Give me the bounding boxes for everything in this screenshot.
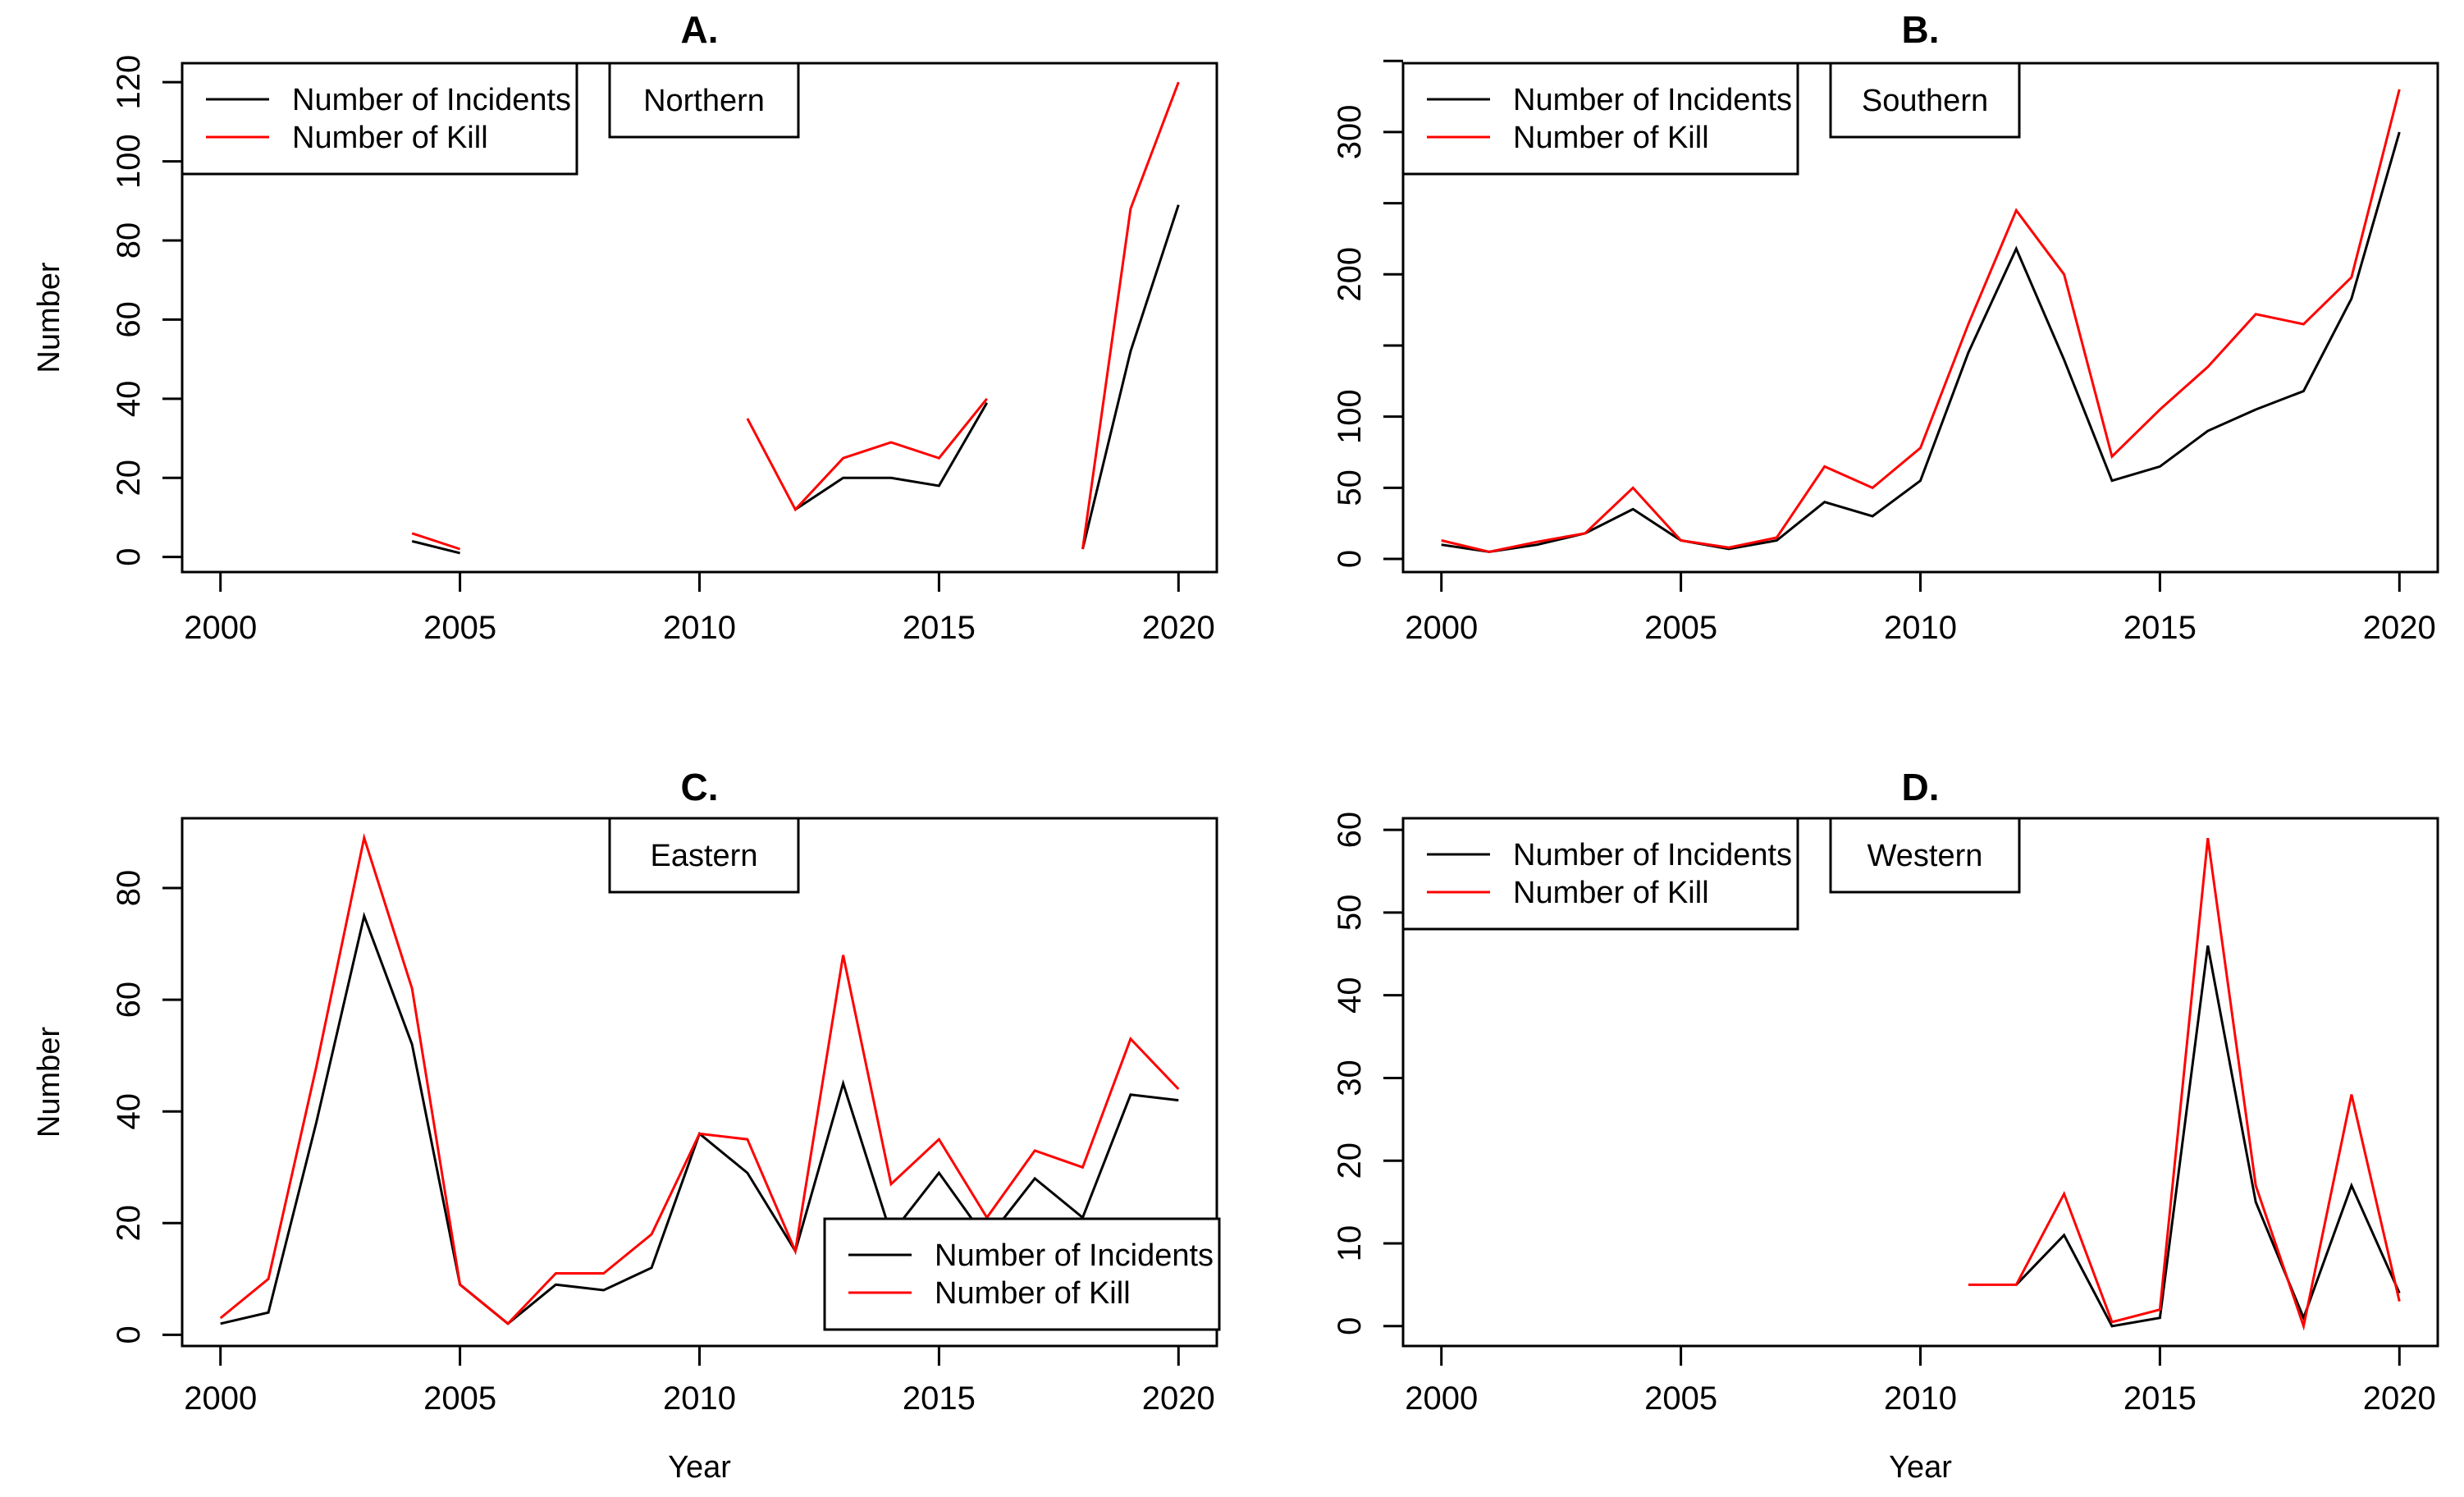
panel-title: B.: [1902, 8, 1940, 51]
x-tick-label: 2005: [1644, 1380, 1717, 1417]
y-tick-label: 20: [1332, 1142, 1368, 1179]
y-tick-label: 0: [111, 1325, 147, 1344]
y-axis-title: Number: [32, 1027, 66, 1138]
legend-box: [823, 1217, 1221, 1331]
x-tick-label: 2000: [184, 610, 257, 646]
region-box: [1829, 817, 2021, 894]
series-line-kill: [219, 832, 1180, 1325]
y-tick-label: 20: [111, 1205, 147, 1242]
legend-entry-kill-label: Number of Kill: [1513, 121, 1709, 155]
region-box: [1829, 62, 2021, 139]
panel-title: C.: [681, 766, 719, 808]
x-tick-label: 2000: [184, 1380, 257, 1417]
y-tick-label: 60: [111, 982, 147, 1019]
y-tick-label: 10: [1332, 1225, 1368, 1262]
y-tick-label: 40: [111, 1093, 147, 1130]
y-tick-label: 0: [111, 548, 147, 566]
x-tick-label: 2020: [2363, 1380, 2436, 1417]
legend-entry-incidents-label: Number of Incidents: [935, 1238, 1214, 1273]
y-tick-label: 40: [111, 381, 147, 418]
region-box: [608, 62, 800, 139]
series-line-kill: [1441, 89, 2401, 553]
x-tick-label: 2000: [1405, 1380, 1478, 1417]
series-line-kill: [1968, 837, 2401, 1331]
x-tick-label: 2010: [1884, 610, 1957, 646]
y-tick-label: 0: [1332, 1317, 1368, 1335]
x-tick-label: 2005: [1644, 610, 1717, 646]
x-tick-label: 2015: [903, 1380, 976, 1417]
x-tick-label: 2015: [2123, 610, 2197, 646]
legend-entry-kill-label: Number of Kill: [935, 1276, 1131, 1311]
legend-box: [1401, 62, 1799, 176]
series-line-incidents: [2015, 945, 2401, 1328]
y-tick-label: 20: [111, 460, 147, 497]
x-tick-label: 2010: [663, 1380, 736, 1417]
legend-box: [1401, 817, 1799, 931]
x-tick-label: 2005: [423, 1380, 496, 1417]
x-axis-title: Year: [1889, 1450, 1952, 1485]
x-tick-label: 2000: [1405, 610, 1478, 646]
legend-entry-incidents-label: Number of Incidents: [292, 83, 571, 117]
x-tick-label: 2010: [1884, 1380, 1957, 1417]
region-label: Western: [1867, 839, 1983, 873]
x-tick-label: 2020: [1142, 1380, 1215, 1417]
series-line-kill: [411, 81, 1180, 551]
region-box: [608, 817, 800, 894]
y-tick-label: 60: [1332, 812, 1368, 849]
legend-entry-incidents-label: Number of Incidents: [1513, 83, 1792, 117]
y-tick-label: 80: [111, 222, 147, 259]
y-tick-label: 60: [111, 301, 147, 338]
chart-panel-c-eastern: C. 2000 2005 2010 2015 2020 0 20 40 60 80 Eastern Nu…: [32, 766, 1221, 1485]
x-tick-label: 2015: [2123, 1380, 2197, 1417]
y-tick-label: 50: [1332, 895, 1368, 932]
y-tick-label: 300: [1332, 105, 1368, 160]
x-tick-label: 2020: [2363, 610, 2436, 646]
chart-panel-d-western: D. 2000 2005 2010 2015 2020 0 10 20 30 40 50 60 Weste…: [1332, 766, 2439, 1485]
x-tick-label: 2020: [1142, 610, 1215, 646]
y-tick-label: 200: [1332, 247, 1368, 302]
y-tick-label: 100: [1332, 389, 1368, 444]
region-label: Eastern: [651, 839, 758, 873]
y-tick-label: 50: [1332, 469, 1368, 506]
series-line-incidents: [1441, 131, 2401, 553]
y-tick-label: 120: [111, 55, 147, 110]
y-tick-label: 40: [1332, 977, 1368, 1014]
y-tick-label: 30: [1332, 1060, 1368, 1096]
x-axis-title: Year: [668, 1450, 731, 1485]
x-tick-label: 2005: [423, 610, 496, 646]
y-tick-label: 80: [111, 870, 147, 907]
y-tick-label: 100: [111, 134, 147, 189]
x-tick-label: 2010: [663, 610, 736, 646]
legend-entry-kill-label: Number of Kill: [292, 121, 488, 155]
panel-title: D.: [1902, 766, 1940, 808]
y-axis-title: Number: [32, 262, 66, 373]
legend-entry-kill-label: Number of Kill: [1513, 876, 1709, 910]
legend-entry-incidents-label: Number of Incidents: [1513, 838, 1792, 872]
chart-panel-b-southern: B. 2000 2005 2010 2015 2020 0 50 100 200 300 Southe…: [1332, 8, 2439, 646]
chart-panel-a-northern: A. 2000 2005 2010 2015 2020 0 20 40 60 80 100 120 Nor…: [32, 8, 1218, 646]
region-label: Southern: [1862, 84, 1988, 118]
x-tick-label: 2015: [903, 610, 976, 646]
series-line-incidents: [411, 204, 1180, 555]
y-tick-label: 0: [1332, 550, 1368, 568]
region-label: Northern: [643, 84, 765, 118]
panel-title: A.: [681, 8, 719, 51]
legend-box: [181, 62, 578, 176]
